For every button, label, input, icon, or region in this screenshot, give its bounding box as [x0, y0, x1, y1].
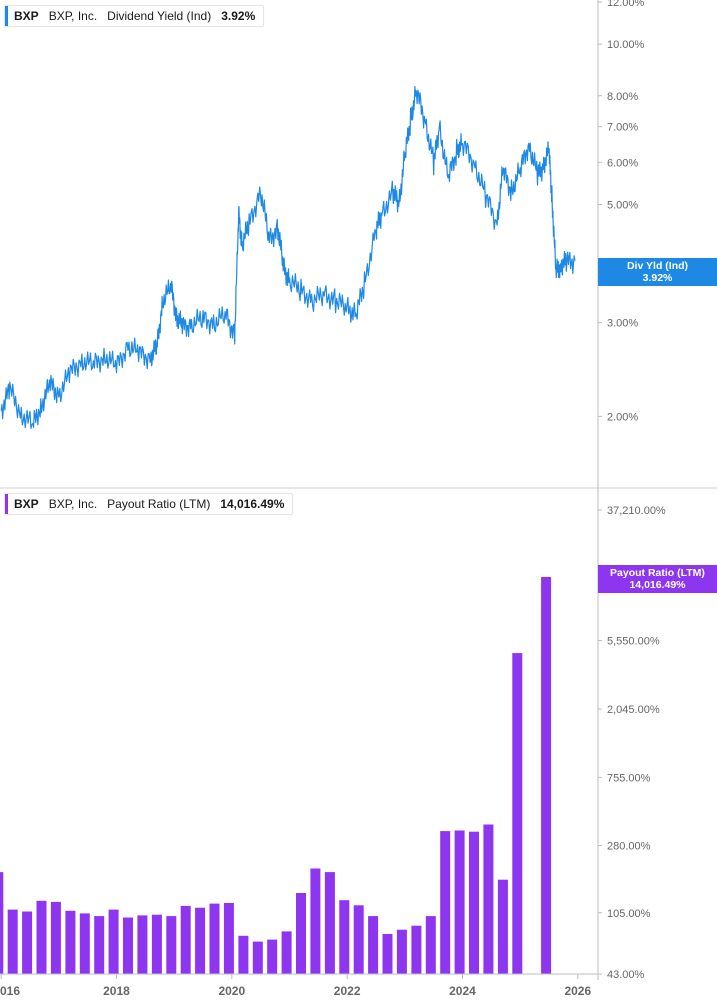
payout-bar	[223, 903, 234, 974]
payout-bar	[94, 916, 105, 974]
x-tick-label: 2022	[334, 984, 361, 998]
yield-y-tick-label: 6.00%	[607, 157, 638, 169]
payout-bar	[252, 941, 263, 974]
payout-bar	[339, 900, 350, 974]
payout-bar	[166, 916, 177, 974]
yield-legend-metric: Dividend Yield (Ind)	[107, 9, 212, 23]
payout-bar	[36, 900, 47, 974]
yield-legend-ticker: BXP	[14, 9, 39, 23]
payout-bar	[123, 917, 133, 974]
payout-flag-label: Payout Ratio (LTM)	[610, 567, 705, 579]
payout-y-tick-label: 2,045.00%	[607, 704, 660, 716]
payout-flag-value: 14,016.49%	[629, 579, 686, 591]
payout-bar	[440, 831, 451, 974]
x-tick-label: 2024	[449, 984, 476, 998]
payout-bar	[541, 577, 552, 974]
payout-bar	[353, 905, 364, 974]
yield-series-line	[0, 86, 576, 429]
payout-bar	[195, 907, 206, 974]
x-tick-label: 2018	[103, 984, 130, 998]
payout-legend-value: 14,016.49%	[220, 497, 285, 511]
payout-bar	[108, 909, 119, 974]
payout-bar	[497, 879, 508, 974]
yield-legend-swatch	[5, 6, 8, 26]
payout-legend[interactable]: BXP BXP, Inc. Payout Ratio (LTM) 14,016.…	[4, 493, 294, 515]
payout-bar	[7, 909, 18, 974]
payout-bar	[425, 916, 436, 974]
yield-y-tick-label: 10.00%	[607, 39, 645, 51]
payout-bar	[151, 914, 162, 974]
yield-y-tick-label: 5.00%	[607, 199, 638, 211]
yield-flag-label: Div Yld (Ind)	[626, 260, 689, 272]
payout-legend-metric: Payout Ratio (LTM)	[107, 497, 211, 511]
payout-bar	[50, 901, 61, 974]
yield-y-tick-label: 2.00%	[607, 411, 638, 423]
payout-bar	[483, 824, 494, 974]
x-tick-label: 2026	[564, 984, 591, 998]
yield-y-tick-label: 12.00%	[607, 0, 645, 9]
payout-y-tick-label: 37,210.00%	[607, 505, 666, 517]
payout-bar	[79, 913, 90, 974]
yield-y-tick-label: 3.00%	[607, 318, 638, 330]
payout-y-tick-label: 43.00%	[607, 969, 645, 981]
payout-bar	[22, 911, 33, 974]
yield-value-flag: Div Yld (Ind) 3.92%	[598, 258, 717, 286]
payout-bar	[310, 868, 321, 974]
payout-y-tick-label: 755.00%	[607, 772, 651, 784]
payout-bar	[396, 929, 407, 974]
payout-bar	[180, 905, 191, 974]
yield-flag-value: 3.92%	[642, 272, 673, 284]
yield-legend[interactable]: BXP BXP, Inc. Dividend Yield (Ind) 3.92%	[4, 5, 265, 27]
payout-bar	[324, 872, 335, 974]
payout-y-tick-label: 280.00%	[607, 840, 651, 852]
payout-bar	[296, 893, 306, 974]
payout-bar	[281, 931, 292, 974]
payout-bar	[0, 872, 4, 974]
payout-bar	[512, 653, 523, 974]
payout-y-tick-label: 5,550.00%	[607, 636, 660, 648]
payout-legend-swatch	[5, 494, 8, 514]
payout-bar	[238, 935, 249, 974]
payout-legend-ticker: BXP	[14, 497, 39, 511]
payout-bar	[65, 910, 76, 974]
yield-legend-value: 3.92%	[221, 9, 256, 23]
payout-bar	[267, 939, 278, 974]
yield-y-tick-label: 8.00%	[607, 91, 638, 103]
payout-bar	[454, 830, 465, 974]
x-tick-label: 016	[0, 984, 20, 998]
yield-y-tick-label: 7.00%	[607, 122, 638, 134]
payout-bar	[368, 916, 379, 974]
payout-bar	[137, 915, 148, 974]
payout-bar	[209, 903, 220, 974]
payout-bar	[411, 925, 422, 974]
payout-bar	[382, 934, 393, 974]
x-tick-label: 2020	[218, 984, 245, 998]
payout-bar	[469, 831, 479, 974]
yield-legend-company: BXP, Inc.	[48, 9, 98, 23]
payout-legend-company: BXP, Inc.	[48, 497, 98, 511]
payout-value-flag: Payout Ratio (LTM) 14,016.49%	[598, 565, 717, 593]
payout-y-tick-label: 105.00%	[607, 908, 651, 920]
